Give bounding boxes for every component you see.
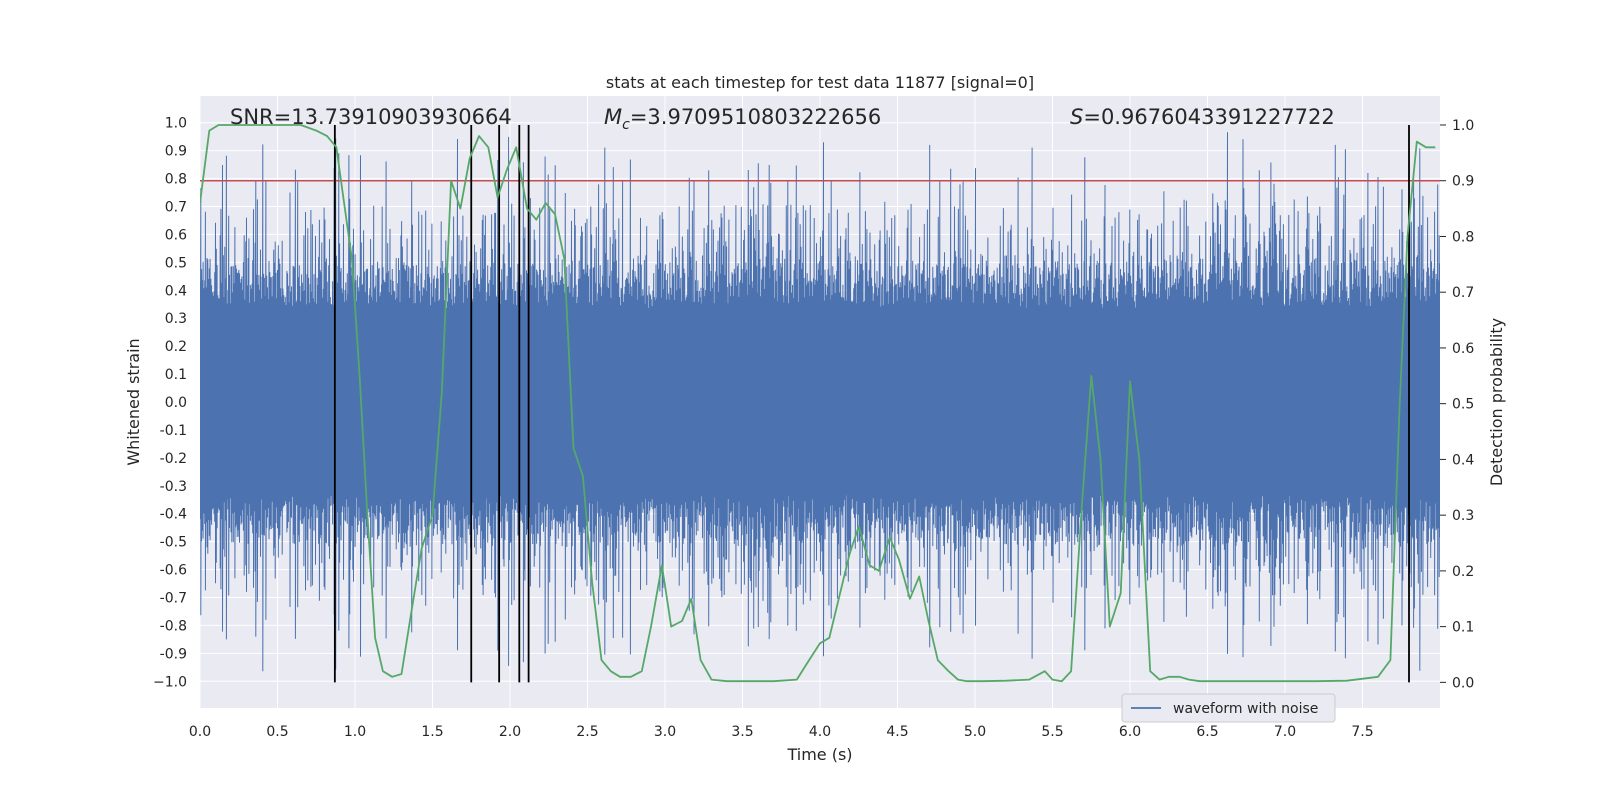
y-right-tick-label: 0.1	[1452, 620, 1474, 636]
y-right-axis-ticks: 1.0 0.9 0.8 0.7 0.6 0.5 0.4 0.3 0.2 0.1 0.0	[1440, 118, 1474, 691]
x-tick-label: 3.0	[654, 724, 676, 740]
y-right-tick-label: 0.7	[1452, 285, 1474, 301]
y-right-tick-label: 0.4	[1452, 452, 1474, 468]
y-tick-label: -0.5	[160, 535, 187, 551]
y-tick-label: 0.4	[165, 283, 187, 299]
y-tick-label: −1.0	[153, 674, 187, 690]
y-right-tick-label: 0.9	[1452, 174, 1474, 190]
x-tick-label: 4.5	[886, 724, 908, 740]
x-tick-label: 2.5	[576, 724, 598, 740]
x-tick-label: 0.5	[266, 724, 288, 740]
y-right-tick-label: 0.5	[1452, 397, 1474, 413]
y-right-tick-label: 0.6	[1452, 341, 1474, 357]
x-tick-label: 1.5	[421, 724, 443, 740]
y-tick-label: -0.3	[160, 479, 187, 495]
y-tick-label: 0.8	[165, 172, 187, 188]
x-tick-label: 6.0	[1119, 724, 1141, 740]
chart-title: stats at each timestep for test data 118…	[606, 73, 1034, 92]
significance-value: =0.9676043391227722	[1083, 105, 1334, 129]
chirp-mass-annotation: Mc=3.9709510803222656	[604, 105, 881, 133]
detection-probability-series	[200, 124, 1436, 683]
x-tick-label: 4.0	[809, 724, 831, 740]
y-tick-label: -0.2	[160, 451, 187, 467]
x-tick-label: 2.0	[499, 724, 521, 740]
y-tick-label: -0.6	[160, 563, 187, 579]
x-tick-label: 5.0	[964, 724, 986, 740]
y-tick-label: 0.3	[165, 311, 187, 327]
x-tick-label: 6.5	[1196, 724, 1218, 740]
y-right-tick-label: 0.8	[1452, 229, 1474, 245]
significance-symbol: S	[1070, 105, 1083, 129]
x-axis-ticks: 0.0 0.5 1.0 1.5 2.0 2.5 3.0 3.5 4.0 4.5 5.0 5.5 6.0 6…	[189, 724, 1374, 740]
y-axis-label: Whitened strain	[124, 338, 143, 465]
detection-markers	[333, 124, 1410, 683]
significance-annotation: S=0.9676043391227722	[1070, 105, 1335, 129]
x-tick-label: 5.5	[1041, 724, 1063, 740]
y-right-tick-label: 1.0	[1452, 118, 1474, 134]
waveform-series	[200, 132, 1440, 672]
y-tick-label: -0.7	[160, 590, 187, 606]
chirp-mass-value: =3.9709510803222656	[630, 105, 881, 129]
y-tick-label: 0.9	[165, 144, 187, 160]
y-tick-label: 0.1	[165, 367, 187, 383]
y-tick-label: -0.1	[160, 423, 187, 439]
legend-box	[1121, 693, 1336, 723]
y-right-tick-label: 0.0	[1452, 675, 1474, 691]
y-tick-label: -0.8	[160, 618, 187, 634]
x-tick-label: 1.0	[344, 724, 366, 740]
x-axis-label: Time (s)	[786, 745, 852, 764]
y-tick-label: 0.2	[165, 339, 187, 355]
chirp-mass-subscript: c	[622, 117, 630, 133]
x-tick-label: 7.5	[1351, 724, 1373, 740]
x-tick-label: 3.5	[731, 724, 753, 740]
y-tick-label: 0.7	[165, 200, 187, 216]
y-tick-label: -0.4	[160, 507, 187, 523]
y-axis-ticks: 1.0 0.9 0.8 0.7 0.6 0.5 0.4 0.3 0.2 0.1 0.0 -0.1 -0.…	[153, 116, 187, 691]
y-tick-label: 0.6	[165, 227, 187, 243]
y-right-tick-label: 0.2	[1452, 564, 1474, 580]
chirp-mass-symbol: M	[604, 105, 622, 129]
y-right-axis-label: Detection probability	[1487, 318, 1506, 486]
legend: waveform with noise	[1121, 693, 1336, 723]
y-right-tick-label: 0.3	[1452, 508, 1474, 524]
snr-annotation: SNR=13.73910903930664	[230, 105, 512, 129]
x-tick-label: 0.0	[189, 724, 211, 740]
y-tick-label: 1.0	[165, 116, 187, 132]
x-tick-label: 7.0	[1274, 724, 1296, 740]
y-tick-label: 0.0	[165, 395, 187, 411]
legend-label: waveform with noise	[1173, 701, 1318, 717]
y-tick-label: 0.5	[165, 255, 187, 271]
y-tick-label: -0.9	[160, 646, 187, 662]
